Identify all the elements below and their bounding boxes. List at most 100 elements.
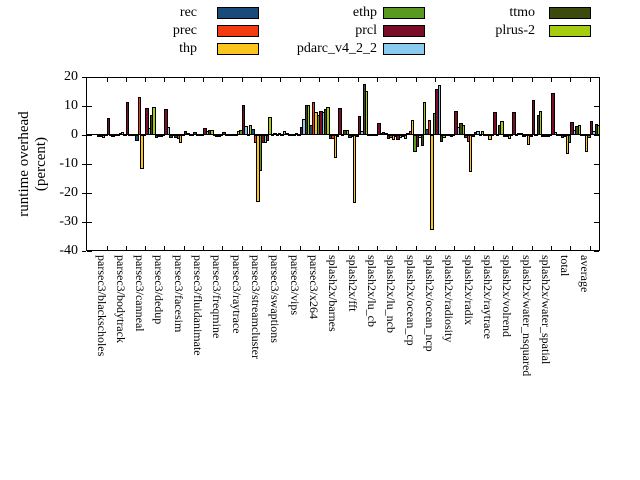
bar-thp <box>430 135 434 230</box>
bar-prcl <box>126 102 129 135</box>
bar-ethp <box>375 134 378 136</box>
x-tick-label: splash2x/radiosity <box>442 255 456 343</box>
legend-swatch-thp <box>217 43 259 55</box>
bar-ethp <box>510 134 513 136</box>
y-tick-right <box>594 77 599 78</box>
x-tick-bottom <box>242 246 243 250</box>
bar-pdarc_v4_2_2 <box>341 134 344 136</box>
x-tick-top <box>164 78 165 82</box>
bar-prcl <box>164 109 168 135</box>
bar-prcl <box>416 135 419 147</box>
bar-prcl <box>512 112 516 135</box>
bar-plrus-2 <box>404 135 407 139</box>
x-tick-bottom <box>532 246 533 250</box>
x-tick-label: splash2x/raytrace <box>481 255 495 339</box>
bar-prcl <box>551 93 555 135</box>
x-tick-label: parsec3/bodytrack <box>114 255 128 343</box>
y-tick-left <box>87 193 92 194</box>
bar-thp <box>450 135 453 137</box>
x-tick-top <box>145 78 146 82</box>
bar-prcl <box>280 134 284 136</box>
bar-pdarc_v4_2_2 <box>244 126 248 135</box>
legend-swatch-plrus-2 <box>549 25 591 37</box>
bar-ttmo <box>247 134 250 136</box>
bar-plrus-2 <box>307 105 310 135</box>
bar-thp <box>546 135 550 137</box>
x-tick-top <box>242 78 243 82</box>
bar-pdarc_v4_2_2 <box>554 132 557 135</box>
y-tick-left <box>87 135 92 136</box>
x-tick-label: parsec3/vips <box>288 255 302 315</box>
y-tick-right <box>594 135 599 136</box>
bar-ethp <box>529 135 533 137</box>
legend-swatch-prec <box>217 25 259 37</box>
y-tick-right <box>594 106 599 107</box>
bar-plrus-2 <box>442 135 446 138</box>
bar-prcl <box>570 122 574 135</box>
y-axis-title-line1: runtime overhead <box>16 111 32 217</box>
bar-ethp <box>491 134 494 136</box>
bar-pdarc_v4_2_2 <box>515 134 518 136</box>
bar-thp <box>334 135 337 158</box>
legend-label-ethp: ethp <box>352 5 377 20</box>
x-tick-label: splash2x/ocean_ncp <box>423 255 437 352</box>
x-tick-label: splash2x/ocean_cp <box>404 255 418 346</box>
bar-prcl <box>377 123 381 135</box>
bar-ethp <box>355 135 359 137</box>
x-tick-top <box>319 78 320 82</box>
bar-ethp <box>123 134 127 136</box>
bar-thp <box>488 135 492 140</box>
y-tick-label: -20 <box>59 185 78 200</box>
bar-plrus-2 <box>268 117 272 135</box>
x-tick-bottom <box>570 246 571 250</box>
bar-prcl <box>242 105 245 135</box>
x-tick-bottom <box>590 246 591 250</box>
x-tick-top <box>358 78 359 82</box>
bar-prcl <box>338 108 342 135</box>
bar-rec <box>271 134 274 136</box>
bar-plrus-2 <box>152 107 156 135</box>
bar-plrus-2 <box>500 121 504 135</box>
legend-label-ttmo: ttmo <box>509 5 535 20</box>
bar-prcl <box>532 100 535 135</box>
y-tick-left <box>87 222 92 223</box>
x-tick-label: parsec3/fluidanimate <box>191 255 205 356</box>
x-tick-bottom <box>512 246 513 250</box>
bar-plrus-2 <box>520 133 523 135</box>
y-tick-right <box>594 193 599 194</box>
x-tick-bottom <box>261 246 262 250</box>
y-tick-left-stub <box>82 193 86 194</box>
y-tick-label: 0 <box>71 127 78 142</box>
bar-rec <box>522 135 526 137</box>
bar-plrus-2 <box>346 130 349 135</box>
bar-thp <box>508 135 511 139</box>
bar-ethp <box>220 134 223 136</box>
x-tick-top <box>184 78 185 82</box>
bar-plrus-2 <box>597 125 600 135</box>
bar-thp <box>469 135 472 172</box>
x-tick-label: parsec3/swaptions <box>268 255 282 343</box>
bar-prcl <box>454 111 458 135</box>
bar-plrus-2 <box>384 133 388 135</box>
bar-prcl <box>358 116 361 135</box>
x-tick-label: splash2x/water_spatial <box>539 255 553 365</box>
x-tick-top <box>396 78 397 82</box>
x-tick-top <box>454 78 455 82</box>
x-tick-bottom <box>184 246 185 250</box>
bar-ethp <box>568 135 571 143</box>
x-tick-bottom <box>435 246 436 250</box>
legend-label-rec: rec <box>179 5 197 20</box>
bar-ethp <box>587 135 591 138</box>
y-tick-right <box>594 251 599 252</box>
bar-prec <box>235 134 238 136</box>
bar-plrus-2 <box>210 130 214 135</box>
bar-thp <box>160 135 163 137</box>
y-tick-left <box>87 106 92 107</box>
bar-plrus-2 <box>326 107 330 135</box>
bar-thp <box>411 120 414 135</box>
bar-ethp <box>259 135 262 171</box>
bar-ttmo <box>111 135 115 137</box>
x-tick-label: splash2x/fft <box>346 255 360 312</box>
x-tick-bottom <box>454 246 455 250</box>
legend-label-pdarc_v4_2_2: pdarc_v4_2_2 <box>296 41 377 56</box>
